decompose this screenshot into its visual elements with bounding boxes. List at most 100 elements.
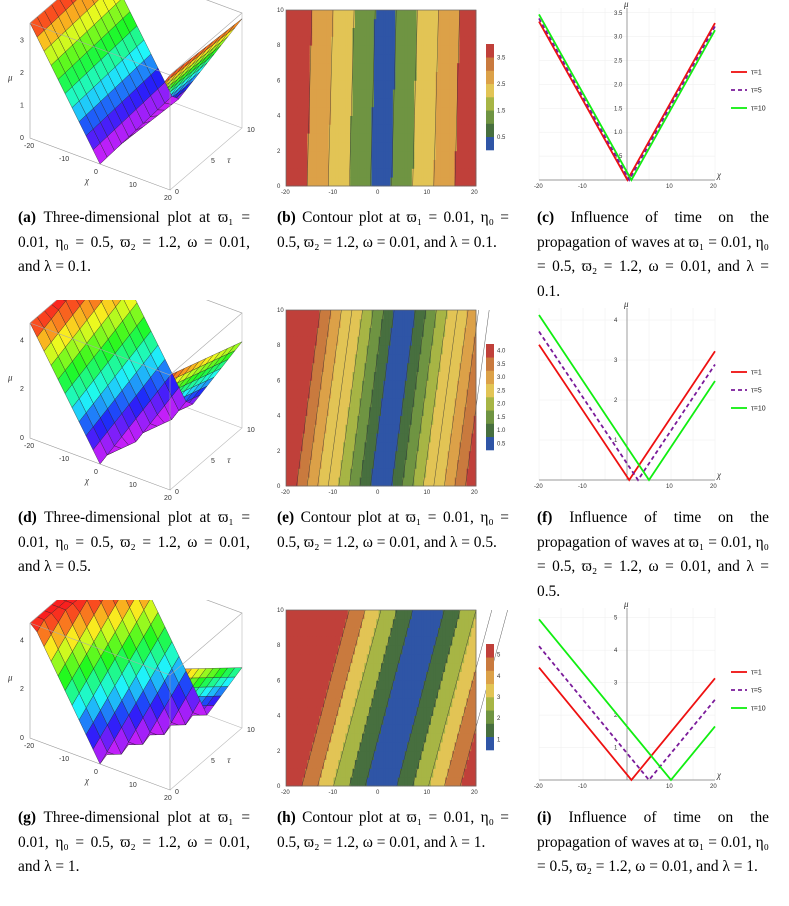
contour-cell	[326, 450, 330, 460]
contour-cell	[383, 327, 387, 337]
contour-cell	[371, 54, 375, 64]
contour-cell	[402, 450, 406, 460]
contour-cell	[395, 371, 399, 381]
contour-cell	[459, 380, 463, 390]
contour-cell	[381, 759, 384, 769]
contour-cell	[354, 406, 358, 416]
contour-cell	[435, 318, 439, 328]
contour-cell	[333, 610, 337, 620]
contour-cell	[347, 627, 351, 637]
contour-cell	[400, 336, 403, 346]
contour-cell	[411, 406, 415, 416]
contour-cell	[421, 177, 425, 187]
contour-cell	[293, 150, 296, 160]
contour-cell	[350, 71, 353, 81]
contour-cell	[381, 318, 384, 328]
contour-cell	[347, 336, 351, 346]
contour-cell	[390, 627, 394, 637]
contour-cell	[347, 380, 351, 390]
contour-cell	[343, 618, 346, 628]
contour-cell	[302, 371, 306, 381]
contour-cell	[331, 318, 334, 328]
contour-cell	[440, 406, 444, 416]
contour-cell	[302, 618, 306, 628]
contour-cell	[445, 345, 448, 355]
contour-cell	[324, 354, 327, 364]
contour-cell	[362, 133, 365, 143]
contour-cell	[466, 54, 470, 64]
contour-cell	[473, 36, 477, 46]
contour-cell	[335, 706, 339, 716]
contour-cell	[435, 450, 439, 460]
contour-cell	[316, 380, 320, 390]
contour-cell	[300, 724, 304, 734]
contour-cell	[297, 133, 301, 143]
contour-cell	[423, 433, 427, 443]
contour-cell	[307, 36, 311, 46]
contour-cell	[414, 124, 418, 134]
contour-cell	[359, 133, 363, 143]
contour-cell	[461, 433, 465, 443]
contour-cell	[309, 380, 313, 390]
caption-f: (f) Influence of time on the propagation…	[537, 506, 769, 604]
contour-cell	[452, 106, 456, 116]
contour-cell	[357, 336, 361, 346]
contour-cell	[347, 318, 351, 328]
contour-cell	[347, 450, 351, 460]
contour-cell	[316, 98, 320, 108]
contour-cell	[366, 336, 370, 346]
contour-cell	[312, 318, 315, 328]
contour-cell	[411, 310, 415, 320]
contour-cell	[411, 27, 415, 37]
contour-cell	[461, 124, 465, 134]
contour-cell	[305, 459, 308, 469]
contour-cell	[302, 133, 306, 143]
contour-cell	[343, 98, 346, 108]
x-tick-label: -10	[329, 490, 338, 496]
contour-cell	[369, 715, 372, 725]
contour-cell	[343, 610, 346, 620]
contour-cell	[288, 62, 292, 72]
contour-cell	[378, 62, 382, 72]
contour-cell	[307, 424, 311, 434]
contour-cell	[354, 750, 358, 760]
contour-cell	[459, 71, 463, 81]
contour-cell	[366, 645, 370, 655]
contour-cell	[400, 327, 403, 337]
contour-cell	[371, 36, 375, 46]
contour-cell	[378, 618, 382, 628]
contour-cell	[305, 627, 308, 637]
contour-cell	[331, 362, 334, 372]
contour-cell	[288, 27, 292, 37]
contour-cell	[468, 62, 472, 72]
contour-cell	[404, 98, 408, 108]
contour-cell	[305, 98, 308, 108]
contour-cell	[433, 10, 437, 20]
contour-cell	[466, 10, 470, 20]
contour-cell	[328, 750, 332, 760]
contour-cell	[392, 406, 396, 416]
contour-cell	[314, 477, 318, 487]
contour-cell	[331, 662, 334, 672]
contour-cell	[309, 54, 313, 64]
contour-cell	[288, 715, 292, 725]
legend-tick-label: 1.5	[497, 415, 506, 421]
contour-cell	[324, 698, 327, 708]
caption-a: (a) Three-dimensional plot at ϖ₁ = 0.01,…	[18, 206, 250, 280]
contour-cell	[468, 450, 472, 460]
contour-cell	[335, 10, 339, 20]
contour-cell	[295, 142, 299, 152]
contour-cell	[288, 450, 292, 460]
y-tick-label: 4	[614, 318, 618, 324]
contour-cell	[442, 318, 446, 328]
contour-cell	[435, 27, 439, 37]
contour-cell	[300, 433, 304, 443]
contour-cell	[324, 654, 327, 664]
contour-cell	[438, 459, 441, 469]
contour-cell	[373, 433, 377, 443]
contour-cell	[381, 627, 384, 637]
contour-cell	[312, 177, 315, 187]
contour-cell	[316, 610, 320, 620]
contour-cell	[312, 406, 315, 416]
contour-cell	[362, 759, 365, 769]
